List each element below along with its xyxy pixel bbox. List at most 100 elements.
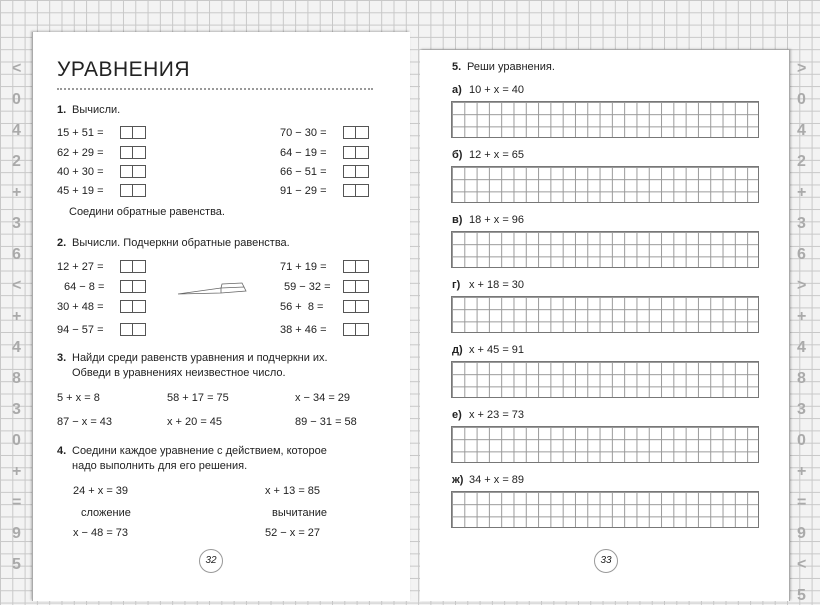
solution-grid[interactable]	[451, 101, 759, 138]
page-number-right: 33	[594, 549, 618, 573]
answer-box[interactable]	[120, 260, 146, 273]
margin-symbol: >	[797, 277, 807, 294]
expression: 45 + 19 =	[57, 185, 104, 197]
item-label: в)	[452, 214, 463, 226]
exercise-instruction: Реши уравнения.	[467, 61, 555, 73]
exercise-instruction: Найди среди равенств уравнения и подчерк…	[72, 352, 328, 364]
expression: 59 − 32 =	[284, 281, 331, 293]
margin-symbol: <	[797, 556, 807, 573]
expression: 56 + 8 =	[280, 301, 324, 313]
equation: 34 + x = 89	[469, 474, 525, 486]
margin-symbol: 4	[797, 122, 806, 139]
answer-box[interactable]	[120, 323, 146, 336]
margin-symbol: <	[12, 60, 22, 77]
equation: x + 23 = 73	[469, 409, 525, 421]
margin-symbol: +	[797, 308, 807, 325]
operation-label: сложение	[81, 507, 131, 519]
exercise-instruction: Вычисли.	[72, 104, 121, 116]
expression: 94 − 57 =	[57, 324, 104, 336]
margin-symbol: =	[797, 494, 807, 511]
margin-symbol: 0	[12, 91, 21, 108]
answer-box[interactable]	[120, 280, 146, 293]
answer-box[interactable]	[120, 300, 146, 313]
margin-symbol: 8	[797, 370, 806, 387]
answer-box[interactable]	[120, 165, 146, 178]
equation: 18 + x = 96	[469, 214, 525, 226]
margin-symbol: 2	[797, 153, 806, 170]
exercise-instruction: Вычисли. Подчеркни обратные равенства.	[72, 237, 290, 249]
pen-illustration	[177, 282, 247, 295]
answer-box[interactable]	[120, 146, 146, 159]
exercise-number: 4.	[57, 445, 67, 457]
equation: 87 − x = 43	[57, 416, 113, 428]
solution-grid[interactable]	[451, 231, 759, 268]
item-label: д)	[452, 344, 463, 356]
equation: 10 + x = 40	[469, 84, 525, 96]
solution-grid[interactable]	[451, 296, 759, 333]
equation: 52 − x = 27	[265, 527, 321, 539]
margin-symbol: 3	[12, 215, 21, 232]
margin-symbol: 6	[797, 246, 806, 263]
exercise-note: Соедини обратные равенства.	[69, 206, 225, 218]
answer-box[interactable]	[120, 126, 146, 139]
equation: x + 45 = 91	[469, 344, 525, 356]
equation: x + 20 = 45	[167, 416, 223, 428]
equation: x − 48 = 73	[73, 527, 129, 539]
expression: 15 + 51 =	[57, 127, 104, 139]
item-label: е)	[452, 409, 462, 421]
equation: 5 + x = 8	[57, 392, 100, 404]
answer-box[interactable]	[343, 323, 369, 336]
margin-symbol: 0	[12, 432, 21, 449]
equation: 58 + 17 = 75	[167, 392, 229, 404]
expression: 30 + 48 =	[57, 301, 104, 313]
exercise-instruction: Обведи в уравнениях неизвестное число.	[72, 367, 286, 379]
margin-symbol: 5	[797, 587, 806, 604]
answer-box[interactable]	[343, 300, 369, 313]
exercise-number: 2.	[57, 237, 67, 249]
equation: x − 34 = 29	[295, 392, 351, 404]
margin-symbol: 4	[12, 122, 21, 139]
answer-box[interactable]	[120, 184, 146, 197]
margin-symbol: +	[12, 308, 22, 325]
margin-symbol: +	[797, 463, 807, 480]
margin-symbol: 5	[12, 556, 21, 573]
item-label: ж)	[452, 474, 464, 486]
margin-symbol: +	[12, 463, 22, 480]
answer-box[interactable]	[343, 126, 369, 139]
exercise-number: 1.	[57, 104, 67, 116]
solution-grid[interactable]	[451, 166, 759, 203]
answer-box[interactable]	[343, 146, 369, 159]
expression: 12 + 27 =	[57, 261, 104, 273]
expression: 70 − 30 =	[280, 127, 327, 139]
solution-grid[interactable]	[451, 426, 759, 463]
margin-symbol: =	[12, 494, 22, 511]
answer-box[interactable]	[343, 165, 369, 178]
margin-symbol: 9	[797, 525, 806, 542]
solution-grid[interactable]	[451, 491, 759, 528]
margin-symbol: 6	[12, 246, 21, 263]
equation: 24 + x = 39	[73, 485, 129, 497]
title-divider	[57, 88, 373, 90]
margin-symbol: 8	[12, 370, 21, 387]
operation-label: вычитание	[272, 507, 327, 519]
solution-grid[interactable]	[451, 361, 759, 398]
expression: 71 + 19 =	[280, 261, 327, 273]
answer-box[interactable]	[343, 280, 369, 293]
margin-symbol: >	[797, 60, 807, 77]
expression: 38 + 46 =	[280, 324, 327, 336]
expression: 66 − 51 =	[280, 166, 327, 178]
answer-box[interactable]	[343, 260, 369, 273]
exercise-instruction: надо выполнить для его решения.	[72, 460, 248, 472]
expression: 64 − 19 =	[280, 147, 327, 159]
margin-symbol: 0	[797, 432, 806, 449]
margin-symbol: 9	[12, 525, 21, 542]
equation: x + 13 = 85	[265, 485, 321, 497]
answer-box[interactable]	[343, 184, 369, 197]
margin-symbol: 4	[12, 339, 21, 356]
exercise-instruction: Соедини каждое уравнение с действием, ко…	[72, 445, 327, 457]
margin-symbol: +	[797, 184, 807, 201]
expression: 91 − 29 =	[280, 185, 327, 197]
margin-symbol: 3	[797, 215, 806, 232]
margin-symbol: <	[12, 277, 22, 294]
item-label: г)	[452, 279, 461, 291]
